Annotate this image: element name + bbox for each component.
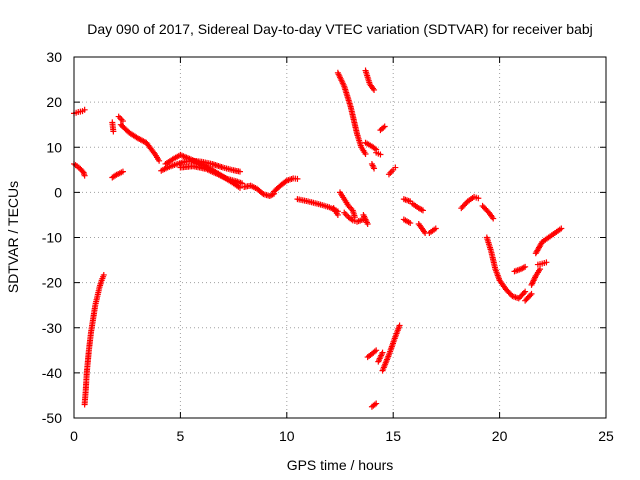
data-point xyxy=(528,290,535,297)
data-point xyxy=(432,225,439,232)
axis-ticks: 0 5 10 15 20 25 30 20 10 0 -10 -20 -30 -40 -50 xyxy=(42,49,614,444)
data-points xyxy=(71,67,565,410)
data-point xyxy=(364,220,371,227)
y-tick-label: -20 xyxy=(42,275,62,291)
data-point xyxy=(110,128,117,135)
chart-title: Day 090 of 2017, Sidereal Day-to-day VTE… xyxy=(87,21,593,37)
y-tick-label: -40 xyxy=(42,365,62,381)
data-point xyxy=(362,151,369,158)
data-point xyxy=(379,349,386,356)
x-tick-label: 25 xyxy=(598,428,614,444)
y-tick-label: 30 xyxy=(46,49,62,65)
data-point xyxy=(81,172,88,179)
data-point xyxy=(334,211,341,218)
y-tick-label: 0 xyxy=(54,184,62,200)
data-point xyxy=(520,290,527,297)
data-point xyxy=(381,123,388,130)
data-point xyxy=(392,164,399,171)
x-tick-label: 0 xyxy=(70,428,78,444)
x-axis-label: GPS time / hours xyxy=(287,457,394,473)
x-tick-label: 15 xyxy=(385,428,401,444)
data-point xyxy=(373,347,380,354)
data-point xyxy=(558,225,565,232)
data-point xyxy=(294,175,301,182)
data-point xyxy=(475,195,482,202)
data-point xyxy=(371,86,378,93)
x-tick-label: 10 xyxy=(279,428,295,444)
data-point xyxy=(543,259,550,266)
data-point xyxy=(100,271,107,278)
data-point xyxy=(156,157,163,164)
y-tick-label: -30 xyxy=(42,320,62,336)
x-tick-label: 20 xyxy=(492,428,508,444)
data-point xyxy=(527,292,534,299)
y-tick-label: 20 xyxy=(46,94,62,110)
data-point xyxy=(239,180,246,187)
grid xyxy=(74,57,606,418)
y-tick-label: -10 xyxy=(42,230,62,246)
data-point xyxy=(419,207,426,214)
data-point xyxy=(236,168,243,175)
x-tick-label: 5 xyxy=(177,428,185,444)
data-point xyxy=(119,168,126,175)
data-point xyxy=(522,288,529,295)
data-point xyxy=(490,215,497,222)
data-point xyxy=(371,165,378,172)
data-point xyxy=(396,322,403,329)
data-point xyxy=(407,220,414,227)
data-point xyxy=(373,400,380,407)
y-tick-label: 10 xyxy=(46,139,62,155)
y-tick-label: -50 xyxy=(42,410,62,426)
data-point xyxy=(522,263,529,270)
data-point xyxy=(81,106,88,113)
data-point xyxy=(119,118,126,125)
data-point xyxy=(236,184,243,191)
y-axis-label: SDTVAR / TECUs xyxy=(5,181,21,293)
data-point xyxy=(377,151,384,158)
